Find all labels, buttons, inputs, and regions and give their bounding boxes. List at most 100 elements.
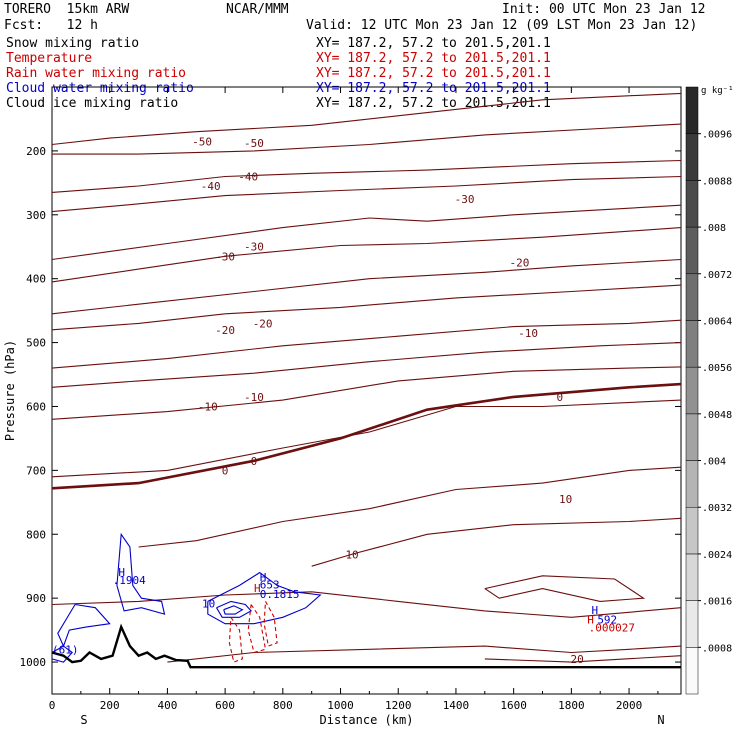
colorbar-bin xyxy=(685,226,699,275)
field-name-cloud-ice: Cloud ice mixing ratio xyxy=(6,96,179,111)
x-tick-label: 1000 xyxy=(327,699,354,712)
rain-water-mixing-ratio-contour xyxy=(263,601,278,647)
field-name-snow: Snow mixing ratio xyxy=(6,36,140,51)
contour-label: -10 xyxy=(244,391,264,404)
contour-label: -40 xyxy=(201,180,221,193)
x-tick-label: 400 xyxy=(157,699,177,712)
temperature-contour xyxy=(51,284,682,331)
colorbar-bin xyxy=(685,180,699,228)
y-tick-label: 300 xyxy=(26,209,46,222)
contour-label: -20 xyxy=(253,317,273,330)
temperature-contour xyxy=(51,204,682,261)
colorbar-tick-label: .0024 xyxy=(702,550,732,561)
contour-label: -30 xyxy=(215,250,235,263)
temperature-contour xyxy=(311,517,682,567)
y-axis-title: Pressure (hPa) xyxy=(3,340,17,441)
terrain-line xyxy=(51,623,681,669)
x-axis-title: Distance (km) xyxy=(320,713,414,727)
center-title: NCAR/MMM xyxy=(226,2,289,17)
x-tick-label: 600 xyxy=(215,699,235,712)
temperature-contour xyxy=(52,123,682,155)
temperature-contour xyxy=(484,655,682,663)
x-tick-label: 1800 xyxy=(558,699,585,712)
colorbar-bin xyxy=(685,413,699,461)
field-name-rain: Rain water mixing ratio xyxy=(6,66,187,81)
contour-label: 0 xyxy=(557,391,564,404)
valid-time: Valid: 12 UTC Mon 23 Jan 12 (09 LST Mon … xyxy=(306,18,698,33)
field-name-temperature: Temperature xyxy=(6,51,93,66)
colorbar-tick-label: .0016 xyxy=(702,597,732,608)
colorbar-tick-label: .0032 xyxy=(702,503,732,514)
x-tick-label: 200 xyxy=(100,699,120,712)
colorbar-tick-label: .0072 xyxy=(702,270,732,281)
x-end-label-south: S xyxy=(80,713,87,727)
x-end-label-north: N xyxy=(657,713,664,727)
colorbar-bin xyxy=(685,86,699,134)
temperature-contour xyxy=(51,382,682,490)
contour-label: -50 xyxy=(192,135,212,148)
temperature-contour xyxy=(138,466,682,548)
y-tick-label: 200 xyxy=(26,145,46,158)
colorbar-bin xyxy=(685,460,699,508)
contour-label: -30 xyxy=(455,193,475,206)
colorbar-bin xyxy=(685,133,699,181)
rain-water-mixing-ratio-contour xyxy=(247,604,267,654)
temperature-contour xyxy=(51,342,682,388)
field-xy-temperature: XY= 187.2, 57.2 to 201.5,201.1 xyxy=(316,51,551,66)
cloud-water-mixing-ratio-contour xyxy=(223,605,244,615)
colorbar-tick-label: .0088 xyxy=(702,176,732,187)
colorbar-bin xyxy=(685,647,699,695)
y-tick-label: 800 xyxy=(26,528,46,541)
max-annotation: 0.1815 xyxy=(260,588,300,601)
cloud-water-mixing-ratio-contour xyxy=(116,532,166,615)
cloud-water-mixing-ratio-contour xyxy=(207,571,322,625)
field-xy-cloud-water: XY= 187.2, 57.2 to 201.5,201.1 xyxy=(316,81,551,96)
cloud-water-mixing-ratio-contour xyxy=(57,603,111,648)
max-annotation: H xyxy=(254,582,261,595)
temperature-contour xyxy=(51,227,682,283)
field-xy-snow: XY= 187.2, 57.2 to 201.5,201.1 xyxy=(316,36,551,51)
colorbar-bin xyxy=(685,320,699,368)
colorbar-tick-label: .0008 xyxy=(702,643,732,654)
temperature-contour xyxy=(51,258,682,315)
y-tick-label: 900 xyxy=(26,592,46,605)
contour-label: 20 xyxy=(571,653,584,666)
x-tick-label: 1400 xyxy=(443,699,470,712)
contour-label: -50 xyxy=(244,137,264,150)
rain-water-mixing-ratio-contour xyxy=(228,616,243,663)
max-annotation: H xyxy=(118,566,125,579)
contour-label: -30 xyxy=(244,241,264,254)
x-tick-label: 2000 xyxy=(616,699,643,712)
max-annotation: H xyxy=(592,604,599,617)
max-annotation: 653 xyxy=(260,579,280,592)
max-annotation: (61) xyxy=(52,644,79,657)
field-xy-rain: XY= 187.2, 57.2 to 201.5,201.1 xyxy=(316,66,551,81)
y-tick-label: 400 xyxy=(26,273,46,286)
contour-label: -10 xyxy=(198,400,218,413)
y-tick-label: 500 xyxy=(26,337,46,350)
y-tick-label: 1000 xyxy=(20,656,47,669)
y-tick-label: 600 xyxy=(26,400,46,413)
max-annotation: .1904 xyxy=(113,574,146,587)
init-time: Init: 00 UTC Mon 23 Jan 12 xyxy=(502,2,706,17)
temperature-contour xyxy=(484,575,646,602)
colorbar-bin xyxy=(685,600,699,648)
x-tick-label: 0 xyxy=(49,699,56,712)
temperature-contour xyxy=(51,92,682,146)
field-xy-cloud-ice: XY= 187.2, 57.2 to 201.5,201.1 xyxy=(316,96,551,111)
colorbar-tick-label: .0096 xyxy=(702,130,732,141)
max-annotation: 10 xyxy=(202,598,215,611)
x-tick-label: 1600 xyxy=(500,699,527,712)
max-annotation: 592 xyxy=(597,614,617,627)
y-tick-label: 700 xyxy=(26,464,46,477)
cloud-water-mixing-ratio-contour xyxy=(216,600,252,618)
x-tick-label: 800 xyxy=(273,699,293,712)
contour-label: -20 xyxy=(509,257,529,270)
contour-label: 0 xyxy=(251,455,258,468)
temperature-contour xyxy=(51,159,682,193)
colorbar-bin xyxy=(685,366,699,415)
colorbar-bin xyxy=(685,506,699,555)
plot-frame xyxy=(51,86,682,695)
colorbar-tick-label: .0056 xyxy=(702,363,732,374)
